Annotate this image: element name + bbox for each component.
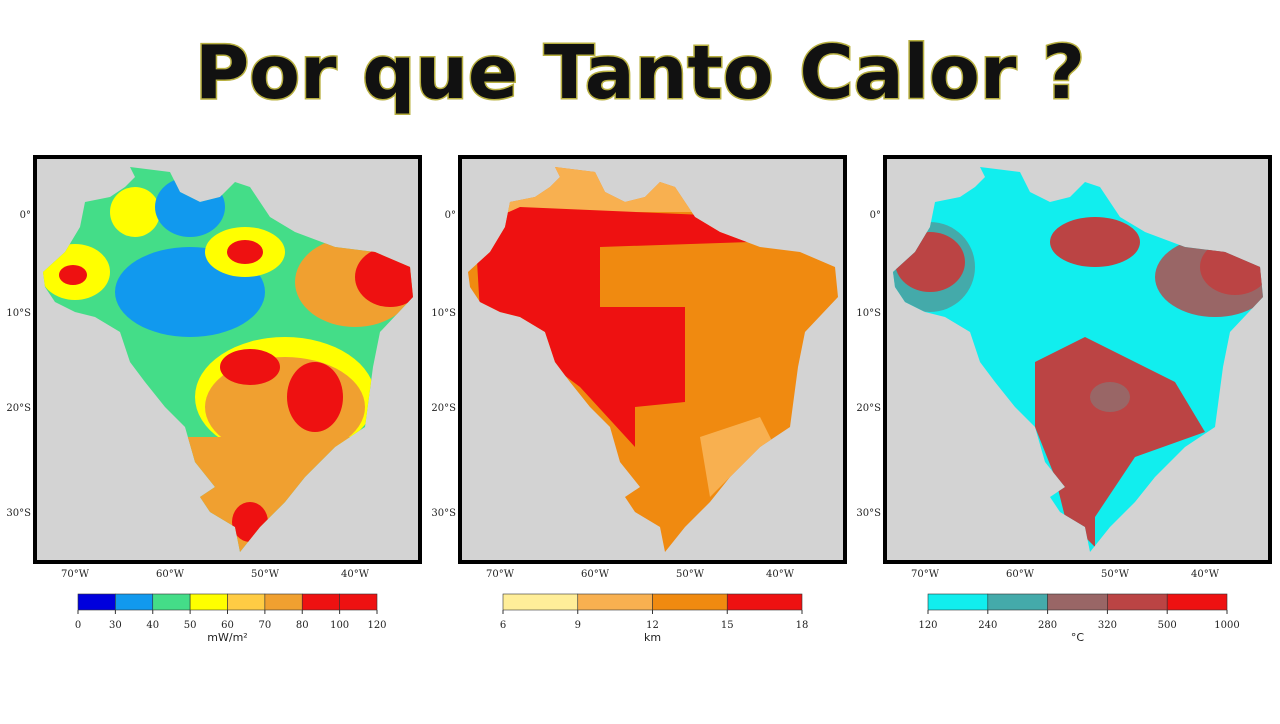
lat-label: 0°	[445, 210, 456, 221]
map-panel	[33, 155, 422, 564]
colorbar-tick-label: 100	[330, 620, 349, 631]
colorbar-segment	[339, 593, 378, 611]
lon-label: 40°W	[1191, 569, 1220, 580]
title: Por que Tanto Calor ?	[195, 30, 1085, 116]
colorbar-tick-label: 6	[500, 620, 506, 631]
colorbar-tick-label: 70	[259, 620, 272, 631]
colorbar-tick-label: 240	[978, 620, 997, 631]
colorbar-tick-label: 30	[109, 620, 122, 631]
colorbar-tick-label: 280	[1038, 620, 1057, 631]
colorbar-tick-label: 18	[796, 620, 809, 631]
colorbar-tick-label: 50	[184, 620, 197, 631]
lat-label: 30°S	[431, 508, 456, 519]
colorbar-tick-label: 9	[575, 620, 581, 631]
lat-label: 30°S	[856, 508, 881, 519]
labels: 0° 10°S 20°S 30°S 70°W 60°W 50°W 40°W 0 30 40 50 60 7…	[6, 210, 1239, 644]
colorbar-unit: °C	[1071, 631, 1085, 644]
lon-label: 50°W	[1101, 569, 1130, 580]
lon-label: 40°W	[766, 569, 795, 580]
map-panel	[883, 155, 1272, 564]
colorbar-tick-label: 40	[146, 620, 159, 631]
colorbar-segment	[264, 593, 303, 611]
lat-label: 0°	[870, 210, 881, 221]
lon-label: 40°W	[341, 569, 370, 580]
colorbar-segment	[227, 593, 266, 611]
lon-label: 60°W	[1006, 569, 1035, 580]
colorbar-segment	[1107, 593, 1168, 611]
colorbar-segment	[502, 593, 579, 611]
lat-label: 20°S	[856, 403, 881, 414]
colorbar-tick-label: 15	[721, 620, 734, 631]
lat-label: 30°S	[6, 508, 31, 519]
colorbar-segment	[652, 593, 728, 611]
colorbar-tick-label: 500	[1158, 620, 1177, 631]
lon-label: 60°W	[156, 569, 185, 580]
lon-label: 50°W	[251, 569, 280, 580]
colorbar-tick-label: 1000	[1214, 620, 1239, 631]
colorbar-tick-label: 120	[918, 620, 937, 631]
colorbar-segment	[301, 593, 340, 611]
lon-label: 60°W	[581, 569, 610, 580]
lat-label: 20°S	[6, 403, 31, 414]
lon-label: 70°W	[911, 569, 940, 580]
colorbar-segment	[152, 593, 191, 611]
lat-label: 20°S	[431, 403, 456, 414]
lat-label: 10°S	[6, 308, 31, 319]
colorbar-tick-label: 80	[296, 620, 309, 631]
lat-label: 10°S	[431, 308, 456, 319]
colorbar-segment	[115, 593, 154, 611]
colorbar-tick-label: 60	[221, 620, 234, 631]
colorbar-segment	[1166, 593, 1228, 611]
colorbar-segment	[1047, 593, 1108, 611]
lon-label: 70°W	[486, 569, 515, 580]
colorbar-segment	[189, 593, 228, 611]
lon-label: 50°W	[676, 569, 705, 580]
colorbar-tick-label: 320	[1098, 620, 1117, 631]
colorbar-segment	[77, 593, 116, 611]
colorbar-tick-label: 12	[646, 620, 659, 631]
colorbar-segment	[577, 593, 653, 611]
colorbar-tick-label: 0	[75, 620, 81, 631]
lat-label: 10°S	[856, 308, 881, 319]
colorbar-tick-label: 120	[367, 620, 386, 631]
colorbar-segment	[726, 593, 803, 611]
map-panel	[458, 155, 847, 564]
colorbar-segment	[927, 593, 989, 611]
colorbar-segment	[987, 593, 1048, 611]
colorbar-unit: mW/m²	[207, 631, 247, 644]
lon-label: 70°W	[61, 569, 90, 580]
colorbar-unit: km	[644, 631, 661, 644]
lat-label: 0°	[20, 210, 31, 221]
